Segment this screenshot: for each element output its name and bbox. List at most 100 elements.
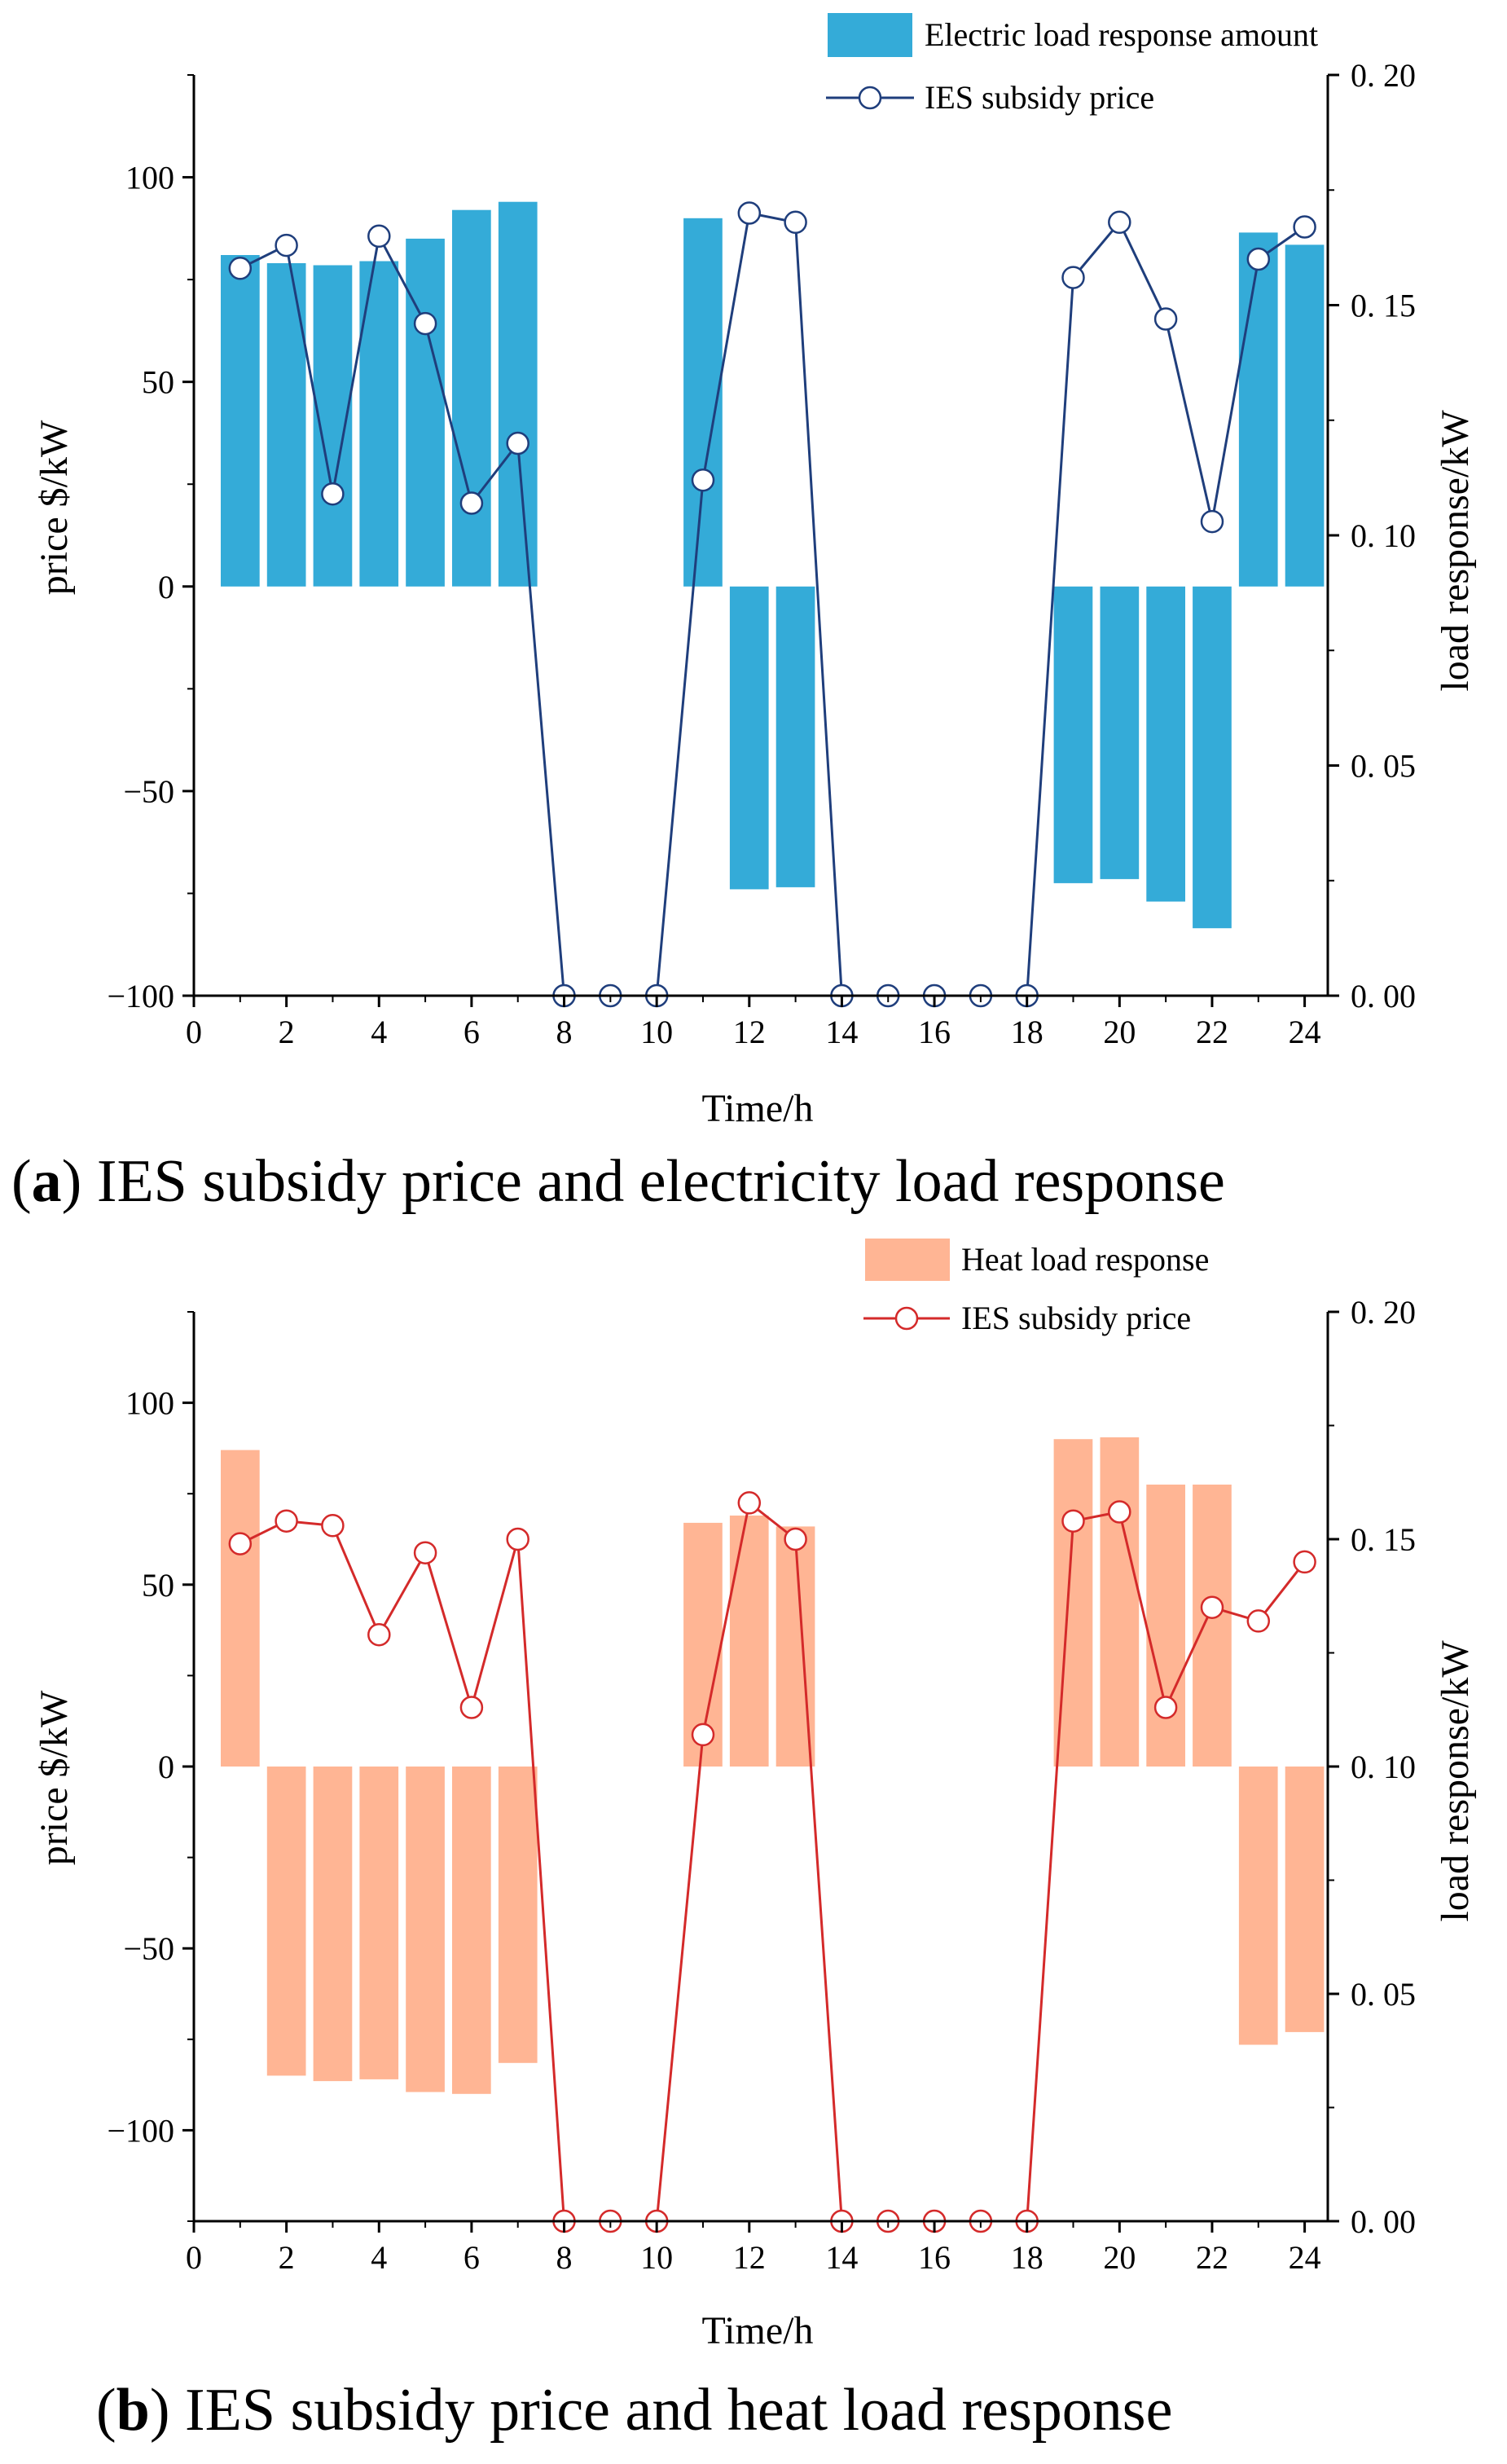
y-left-tick-label: 0 bbox=[158, 1749, 174, 1785]
caption-text: IES subsidy price and heat load response bbox=[169, 2377, 1172, 2444]
y-left-label: price $/kW bbox=[33, 420, 76, 595]
caption-letter: b bbox=[116, 2377, 150, 2444]
line-point bbox=[228, 1532, 253, 1555]
y-left-tick-label: 50 bbox=[142, 1567, 174, 1604]
bar bbox=[1238, 232, 1278, 587]
x-tick-label: 24 bbox=[1289, 1014, 1321, 1050]
bar bbox=[313, 1767, 353, 2082]
y-right-tick-label: 0. 05 bbox=[1351, 1976, 1416, 2013]
bar bbox=[1146, 1485, 1185, 1767]
line-point bbox=[275, 1509, 298, 1533]
line-point bbox=[413, 1541, 437, 1564]
bar bbox=[1100, 586, 1140, 879]
line-point bbox=[1293, 1550, 1316, 1574]
x-tick-label: 14 bbox=[825, 1014, 858, 1050]
x-tick-label: 18 bbox=[1011, 2239, 1043, 2276]
x-tick-label: 10 bbox=[640, 1014, 673, 1050]
bar bbox=[359, 261, 399, 587]
caption: (a) IES subsidy price and electricity lo… bbox=[11, 1148, 1225, 1215]
series-line bbox=[239, 212, 1306, 997]
caption-open: ( bbox=[11, 1148, 32, 1215]
legend: Heat load response IES subsidy price bbox=[863, 1239, 1209, 1336]
line-point bbox=[1293, 215, 1316, 239]
y-left-tick-label: 50 bbox=[142, 364, 174, 401]
caption-close: ) bbox=[62, 1148, 82, 1215]
line-point bbox=[1061, 266, 1085, 289]
line-point bbox=[367, 224, 391, 249]
line-point bbox=[275, 233, 298, 257]
y-right-tick-label: 0. 00 bbox=[1351, 978, 1416, 1014]
x-tick-label: 2 bbox=[279, 2239, 295, 2276]
y-right-tick-label: 0. 20 bbox=[1351, 1294, 1416, 1331]
y-left-tick-label: −100 bbox=[107, 978, 174, 1014]
x-tick-label: 2 bbox=[279, 1014, 295, 1050]
x-tick-label: 4 bbox=[371, 2239, 387, 2276]
bars-layer bbox=[221, 1437, 1325, 2094]
x-tick-label: 18 bbox=[1011, 1014, 1043, 1050]
x-tick-label: 22 bbox=[1196, 1014, 1228, 1050]
x-tick-label: 0 bbox=[186, 1014, 202, 1050]
legend-bar-swatch bbox=[865, 1239, 950, 1281]
x-tick-label: 16 bbox=[918, 2239, 951, 2276]
legend: Electric load response amount IES subsid… bbox=[826, 13, 1318, 116]
caption-letter: a bbox=[32, 1148, 62, 1215]
line-point bbox=[784, 210, 807, 235]
x-tick-label: 4 bbox=[371, 1014, 387, 1050]
bar bbox=[729, 586, 769, 890]
x-tick-label: 8 bbox=[556, 1014, 573, 1050]
y-left-tick-label: 100 bbox=[125, 1385, 174, 1422]
line-point bbox=[1246, 247, 1271, 271]
x-axis-label: Time/h bbox=[702, 1087, 814, 1130]
y-left-tick-label: −50 bbox=[123, 1930, 174, 1967]
legend-bar-label: Heat load response bbox=[961, 1241, 1209, 1278]
x-tick-label: 16 bbox=[918, 1014, 951, 1050]
x-tick-label: 20 bbox=[1103, 2239, 1136, 2276]
bar bbox=[498, 1767, 538, 2063]
y-left-tick-label: 100 bbox=[125, 160, 174, 196]
bar bbox=[1053, 586, 1093, 883]
line-point bbox=[459, 1696, 484, 1719]
line-point bbox=[1153, 307, 1178, 331]
x-tick-label: 22 bbox=[1196, 2239, 1228, 2276]
line-point bbox=[506, 431, 529, 455]
x-tick-label: 12 bbox=[733, 1014, 766, 1050]
y-right-tick-label: 0. 10 bbox=[1351, 1749, 1416, 1785]
x-tick-label: 8 bbox=[556, 2239, 573, 2276]
bar bbox=[1238, 1767, 1278, 2045]
line-point bbox=[1061, 1509, 1085, 1533]
bar bbox=[452, 209, 491, 587]
y-left-tick-label: −50 bbox=[123, 773, 174, 810]
line-point bbox=[321, 1514, 345, 1538]
bar bbox=[498, 201, 538, 587]
y-right-tick-label: 0. 20 bbox=[1351, 57, 1416, 94]
bar bbox=[775, 586, 815, 887]
x-tick-label: 20 bbox=[1103, 1014, 1136, 1050]
legend-bar-label: Electric load response amount bbox=[925, 16, 1318, 53]
bar bbox=[1285, 244, 1325, 587]
y-right-label: load response/kW bbox=[1434, 410, 1477, 692]
caption-open: ( bbox=[96, 2377, 116, 2444]
caption-close: ) bbox=[150, 2377, 170, 2444]
line-point bbox=[459, 491, 484, 515]
line-point bbox=[691, 1723, 715, 1747]
bar bbox=[221, 1450, 260, 1767]
bar bbox=[1193, 586, 1232, 929]
line-point bbox=[321, 482, 345, 506]
bar bbox=[1285, 1767, 1325, 2032]
bar bbox=[359, 1767, 399, 2079]
bar bbox=[1193, 1485, 1232, 1767]
x-tick-label: 14 bbox=[825, 2239, 858, 2276]
line-point bbox=[1108, 210, 1131, 235]
y-left-label: price $/kW bbox=[33, 1690, 76, 1865]
bar bbox=[266, 1767, 306, 2076]
series-line bbox=[239, 1501, 1306, 2223]
legend-marker bbox=[894, 1306, 919, 1331]
line-point bbox=[737, 1491, 762, 1515]
line-point bbox=[228, 257, 253, 280]
x-tick-label: 10 bbox=[640, 2239, 673, 2276]
x-tick-label: 6 bbox=[464, 1014, 480, 1050]
y-left-tick-label: 0 bbox=[158, 569, 174, 605]
x-tick-label: 0 bbox=[186, 2239, 202, 2276]
